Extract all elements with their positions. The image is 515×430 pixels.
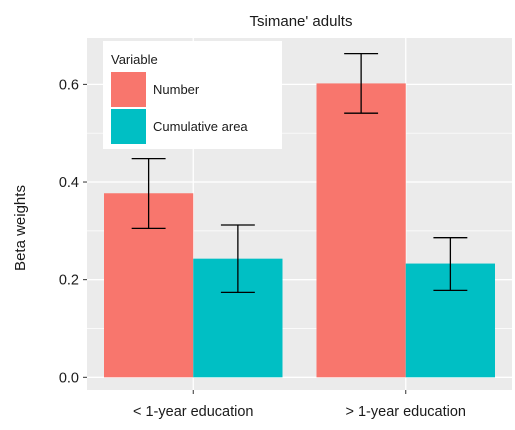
y-tick-label: 0.4	[59, 175, 79, 191]
legend-title: Variable	[111, 52, 158, 67]
error-bar	[131, 157, 166, 230]
legend-label: Cumulative area	[153, 119, 248, 134]
x-tick-label: > 1-year education	[345, 404, 466, 420]
bar	[316, 83, 406, 378]
x-axis: < 1-year education > 1-year education	[133, 390, 466, 420]
bars	[104, 83, 495, 378]
chart-title: Tsimane' adults	[250, 13, 353, 30]
x-tick-label: < 1-year education	[133, 404, 254, 420]
y-tick-label: 0.6	[59, 77, 79, 93]
legend: Variable Number Cumulative area	[103, 41, 282, 149]
legend-swatch	[111, 109, 146, 144]
legend-swatch	[111, 72, 146, 107]
error-bars	[131, 52, 468, 294]
legend-label: Number	[153, 82, 200, 97]
error-bar	[220, 224, 255, 294]
y-tick-label: 0.0	[59, 370, 79, 386]
y-axis: 0.0 0.2 0.4 0.6	[59, 77, 87, 386]
error-bar	[344, 52, 379, 114]
error-bar	[433, 237, 468, 292]
y-tick-label: 0.2	[59, 273, 79, 289]
y-axis-title: Beta weights	[12, 185, 29, 271]
